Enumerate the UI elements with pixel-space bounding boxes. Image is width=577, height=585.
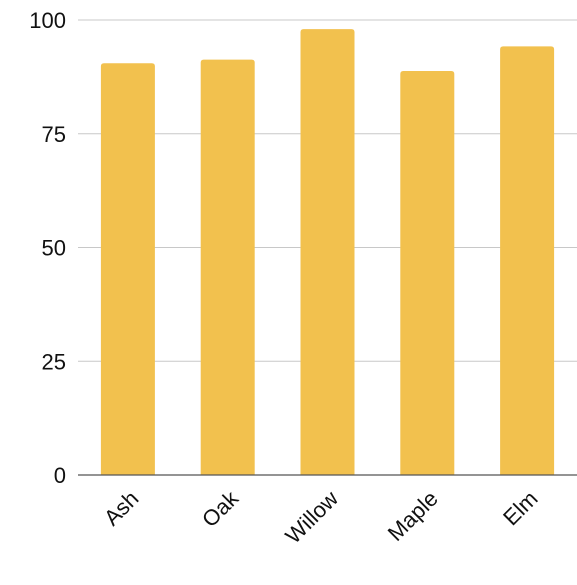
y-tick-label: 100 bbox=[29, 8, 66, 33]
x-axis-tick-labels: Ash Oak Willow Maple Elm bbox=[99, 485, 543, 548]
x-tick-label: Ash bbox=[99, 486, 143, 530]
y-tick-label: 25 bbox=[42, 349, 66, 374]
bar-maple bbox=[400, 70, 455, 476]
y-tick-label: 50 bbox=[42, 236, 66, 261]
y-axis-tick-labels: 0 25 50 75 100 bbox=[29, 8, 66, 488]
bar-willow bbox=[300, 29, 355, 475]
bar-elm bbox=[500, 46, 555, 475]
x-tick-label: Willow bbox=[280, 486, 343, 549]
x-tick-label: Elm bbox=[498, 486, 542, 530]
y-tick-label: 75 bbox=[42, 122, 66, 147]
x-tick-label: Oak bbox=[197, 485, 244, 532]
y-tick-label: 0 bbox=[54, 463, 66, 488]
bar-oak bbox=[200, 59, 255, 476]
bar-ash bbox=[100, 63, 155, 475]
x-tick-label: Maple bbox=[383, 486, 443, 546]
bars bbox=[100, 29, 555, 476]
